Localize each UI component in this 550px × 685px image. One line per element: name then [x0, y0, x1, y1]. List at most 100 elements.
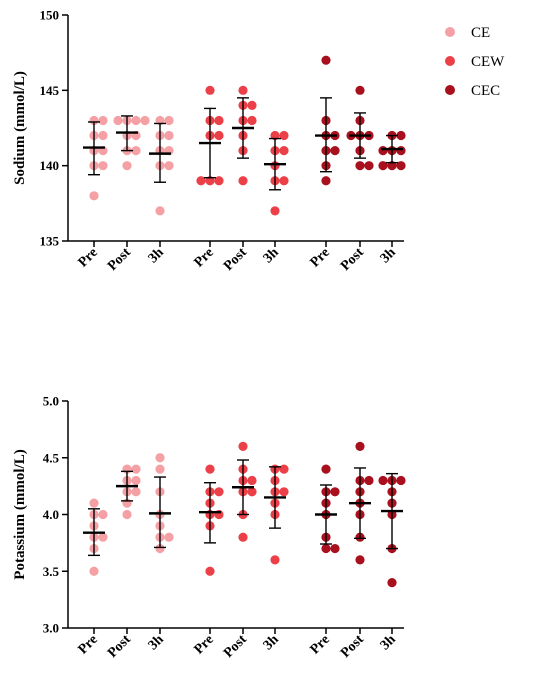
data-point — [378, 475, 388, 486]
data-point — [364, 161, 374, 171]
data-point — [164, 532, 174, 542]
data-point — [205, 566, 215, 576]
data-point — [330, 487, 340, 497]
data-point — [98, 532, 108, 542]
data-point — [214, 130, 224, 141]
y-tick-label: 150 — [40, 8, 60, 23]
data-point — [89, 191, 99, 201]
legend-label: CE — [471, 25, 490, 41]
data-point — [98, 161, 108, 171]
y-axis-title: Potassium (mmol/L) — [12, 449, 28, 579]
data-point — [279, 130, 289, 141]
y-tick-label: 3.5 — [43, 564, 60, 579]
data-point — [164, 115, 174, 126]
data-point — [247, 100, 257, 110]
data-point — [330, 543, 340, 554]
data-point — [321, 464, 331, 474]
legend: CE CEW CEC — [445, 25, 505, 99]
data-point — [131, 487, 141, 497]
data-point — [270, 555, 280, 565]
y-tick-label: 135 — [40, 234, 60, 249]
x-tick-label: Post — [221, 245, 250, 274]
data-point — [98, 509, 108, 520]
y-tick-label: 4.5 — [43, 450, 60, 465]
data-point — [321, 543, 331, 554]
legend-marker — [445, 56, 455, 66]
data-point — [131, 146, 141, 156]
data-point — [238, 532, 248, 542]
x-tick-label: 3h — [261, 632, 282, 653]
data-point — [214, 487, 224, 497]
x-tick-label: Pre — [308, 245, 333, 270]
data-point — [89, 566, 99, 576]
data-point — [247, 487, 257, 497]
data-point — [238, 441, 248, 451]
data-point — [196, 176, 206, 186]
data-point — [131, 115, 141, 126]
x-tick-label: Pre — [308, 632, 333, 657]
data-point — [214, 115, 224, 126]
x-tick-label: 3h — [146, 632, 167, 653]
data-point — [98, 115, 108, 126]
data-point — [270, 130, 280, 141]
data-point — [247, 115, 257, 126]
data-point — [321, 55, 331, 65]
x-tick-label: Post — [338, 632, 367, 661]
data-point — [378, 146, 388, 156]
data-point — [270, 206, 280, 216]
data-point — [387, 161, 397, 171]
data-point — [279, 487, 289, 497]
data-point — [131, 475, 141, 486]
x-tick-label: 3h — [146, 245, 167, 266]
data-point — [396, 475, 406, 486]
data-point — [89, 498, 99, 508]
x-tick-label: Post — [105, 245, 134, 274]
x-tick-label: Pre — [192, 632, 217, 657]
data-point — [396, 161, 406, 171]
data-point — [155, 464, 165, 474]
data-point — [164, 161, 174, 171]
data-point — [355, 161, 365, 171]
data-point — [205, 464, 215, 474]
data-point — [396, 146, 406, 156]
data-point — [355, 85, 365, 95]
x-tick-label: Pre — [192, 245, 217, 270]
data-point — [238, 85, 248, 95]
x-tick-label: Post — [221, 632, 250, 661]
x-tick-label: Post — [105, 632, 134, 661]
data-point — [140, 115, 150, 126]
data-point — [355, 441, 365, 451]
x-tick-label: 3h — [378, 245, 399, 266]
data-point — [131, 464, 141, 474]
legend-marker — [445, 85, 455, 95]
y-tick-label: 145 — [40, 83, 60, 98]
data-point — [238, 176, 248, 186]
data-point — [279, 176, 289, 186]
data-point — [330, 146, 340, 156]
data-point — [396, 130, 406, 141]
data-point — [247, 475, 257, 486]
data-point — [155, 453, 165, 463]
data-point — [279, 146, 289, 156]
data-point — [387, 578, 397, 588]
y-tick-label: 5.0 — [43, 394, 59, 409]
legend-marker — [445, 27, 455, 37]
data-point — [122, 509, 132, 520]
data-point — [355, 555, 365, 565]
data-point — [122, 161, 132, 171]
x-tick-label: 3h — [261, 245, 282, 266]
y-tick-label: 140 — [40, 158, 60, 173]
data-point — [164, 130, 174, 141]
x-tick-label: Pre — [76, 632, 101, 657]
y-tick-label: 4.0 — [43, 507, 59, 522]
data-point — [98, 130, 108, 141]
data-point — [321, 176, 331, 186]
x-tick-label: 3h — [378, 632, 399, 653]
data-point — [378, 161, 388, 171]
data-point — [89, 115, 99, 126]
x-tick-label: Post — [338, 245, 367, 274]
